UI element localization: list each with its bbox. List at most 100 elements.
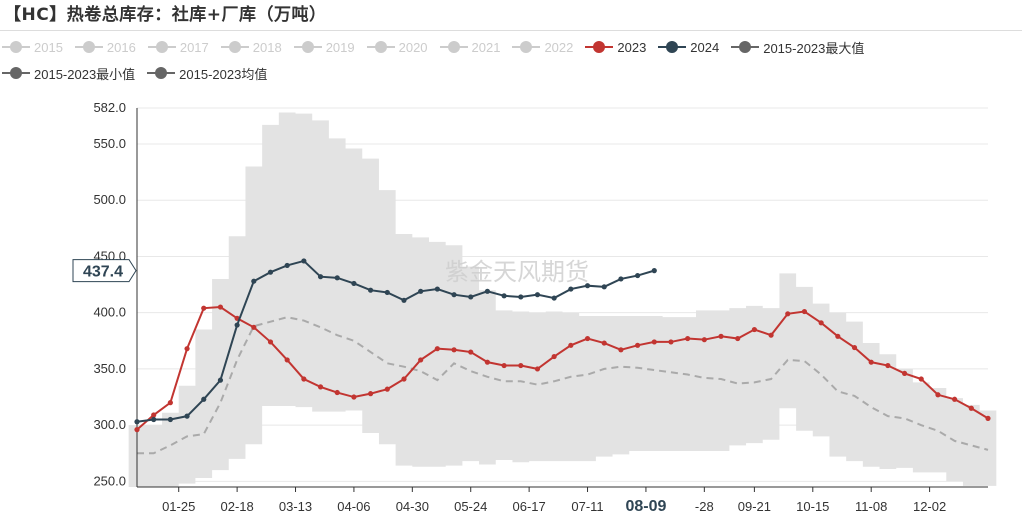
data-point bbox=[434, 286, 440, 292]
data-point bbox=[167, 400, 173, 406]
data-point bbox=[985, 415, 991, 421]
y-tick-label: 250.0 bbox=[93, 473, 126, 488]
x-tick-label: 08-09 bbox=[625, 498, 666, 515]
data-point bbox=[551, 353, 557, 360]
data-point bbox=[217, 304, 224, 310]
data-point bbox=[418, 357, 424, 363]
watermark: 紫金天风期货 bbox=[445, 258, 589, 286]
data-point bbox=[317, 384, 324, 390]
data-point bbox=[284, 357, 290, 363]
data-point bbox=[835, 333, 841, 339]
legend-label: 2019 bbox=[325, 39, 355, 55]
data-point bbox=[701, 337, 707, 343]
legend-marker-icon bbox=[658, 41, 687, 53]
x-tick-label: 12-02 bbox=[913, 499, 946, 514]
legend-item-2023[interactable]: 2023 bbox=[585, 40, 646, 55]
data-point bbox=[251, 278, 257, 284]
data-point bbox=[618, 347, 624, 353]
series-2024-line bbox=[136, 259, 655, 423]
data-point bbox=[234, 322, 240, 328]
legend-row: 2015-2023最小值 2015-2023均值 bbox=[2, 60, 1020, 86]
legend-item-2017[interactable]: 2017 bbox=[147, 39, 209, 55]
data-point bbox=[317, 274, 324, 280]
data-point bbox=[501, 362, 507, 369]
data-point bbox=[518, 362, 524, 369]
legend-item-2022[interactable]: 2022 bbox=[512, 40, 573, 55]
chart-title: 【HC】热卷总库存：社库+厂库（万吨） bbox=[4, 5, 327, 25]
legend-item-2019[interactable]: 2019 bbox=[293, 39, 355, 55]
data-point bbox=[501, 293, 507, 299]
data-point bbox=[134, 427, 140, 433]
data-point bbox=[401, 376, 407, 382]
data-point bbox=[801, 308, 808, 315]
legend-marker-icon bbox=[220, 41, 249, 53]
legend-label: 2021 bbox=[471, 39, 501, 55]
data-point bbox=[851, 344, 858, 351]
legend-item-2015[interactable]: 2015 bbox=[2, 40, 63, 55]
data-point bbox=[685, 335, 691, 342]
legend-label: 2015-2023最大值 bbox=[763, 40, 865, 56]
legend-marker-icon bbox=[439, 41, 468, 53]
legend-label: 2015-2023均值 bbox=[179, 66, 268, 82]
y-tick-label: 350.0 bbox=[93, 361, 126, 376]
series-2024 bbox=[134, 258, 657, 425]
legend-item-2020[interactable]: 2020 bbox=[366, 39, 428, 55]
legend-marker-icon bbox=[366, 41, 395, 53]
x-tick-label: 04-06 bbox=[337, 499, 370, 514]
x-tick-label: 04-30 bbox=[396, 499, 429, 514]
data-point bbox=[634, 272, 641, 279]
data-point bbox=[267, 339, 274, 345]
data-point bbox=[584, 283, 591, 289]
data-point bbox=[451, 347, 457, 353]
data-point bbox=[584, 335, 591, 342]
data-point bbox=[368, 287, 374, 293]
y-axis-pointer-label: 437.4 bbox=[72, 259, 137, 283]
legend-item-2015-2023最大值[interactable]: 2015-2023最大值 bbox=[731, 38, 864, 57]
legend-marker-icon bbox=[147, 67, 176, 79]
legend-marker-icon bbox=[74, 41, 103, 53]
chart-legend: 2015 2016 2017 2018 2019 2020 2021 2022 2023 2024… bbox=[2, 34, 1020, 86]
data-point bbox=[201, 305, 207, 311]
legend-label: 2020 bbox=[398, 39, 428, 55]
series-2023 bbox=[134, 304, 991, 433]
legend-label: 2015-2023最小值 bbox=[34, 66, 136, 82]
data-point bbox=[284, 262, 290, 269]
data-point bbox=[484, 288, 491, 294]
legend-row: 2015 2016 2017 2018 2019 2020 2021 2022 2023 2024… bbox=[2, 34, 1020, 60]
data-point bbox=[651, 339, 657, 345]
data-point bbox=[418, 288, 424, 294]
legend-label: 2016 bbox=[106, 39, 136, 55]
data-point bbox=[351, 394, 357, 400]
legend-item-2024[interactable]: 2024 bbox=[658, 40, 719, 55]
legend-item-2015-2023最小值[interactable]: 2015-2023最小值 bbox=[2, 64, 135, 83]
data-point bbox=[301, 258, 307, 264]
data-point bbox=[484, 359, 491, 365]
title-divider bbox=[0, 30, 1022, 31]
y-tick-label: 300.0 bbox=[93, 417, 126, 432]
legend-label: 2018 bbox=[252, 39, 282, 55]
data-point bbox=[785, 311, 791, 317]
legend-marker-icon bbox=[2, 67, 30, 79]
data-point bbox=[384, 386, 390, 392]
data-point bbox=[952, 396, 958, 402]
data-point bbox=[151, 412, 157, 418]
legend-item-2016[interactable]: 2016 bbox=[74, 39, 136, 55]
series-avg-line bbox=[137, 316, 989, 455]
data-point bbox=[918, 376, 924, 382]
data-point bbox=[818, 320, 824, 326]
legend-label: 2022 bbox=[544, 39, 574, 55]
data-point bbox=[267, 269, 274, 275]
legend-item-2021[interactable]: 2021 bbox=[439, 39, 501, 55]
legend-label: 2017 bbox=[179, 39, 209, 55]
data-point bbox=[334, 275, 340, 281]
x-tick-label: 02-18 bbox=[220, 499, 253, 514]
legend-item-2015-2023均值[interactable]: 2015-2023均值 bbox=[147, 64, 267, 83]
y-pointer-box bbox=[72, 259, 137, 283]
data-point bbox=[334, 389, 340, 396]
data-point bbox=[885, 362, 891, 369]
data-point bbox=[401, 297, 407, 303]
data-point bbox=[167, 416, 173, 423]
legend-item-2018[interactable]: 2018 bbox=[220, 39, 282, 55]
data-point bbox=[618, 276, 624, 282]
